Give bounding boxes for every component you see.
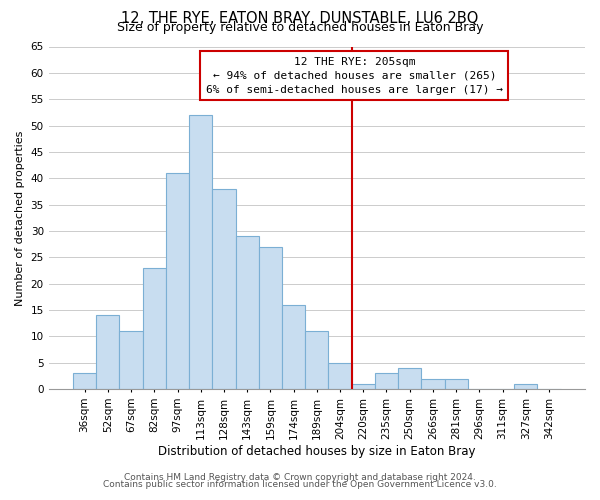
- Bar: [212, 189, 236, 389]
- Bar: [398, 368, 421, 389]
- Bar: [328, 363, 352, 389]
- Bar: [96, 316, 119, 389]
- Text: Size of property relative to detached houses in Eaton Bray: Size of property relative to detached ho…: [117, 21, 483, 34]
- Bar: [73, 374, 96, 389]
- Bar: [236, 236, 259, 389]
- Bar: [375, 374, 398, 389]
- Text: 12, THE RYE, EATON BRAY, DUNSTABLE, LU6 2BQ: 12, THE RYE, EATON BRAY, DUNSTABLE, LU6 …: [121, 11, 479, 26]
- Text: Contains HM Land Registry data © Crown copyright and database right 2024.: Contains HM Land Registry data © Crown c…: [124, 473, 476, 482]
- Bar: [445, 378, 468, 389]
- Bar: [352, 384, 375, 389]
- Bar: [166, 173, 189, 389]
- Bar: [259, 247, 282, 389]
- X-axis label: Distribution of detached houses by size in Eaton Bray: Distribution of detached houses by size …: [158, 444, 476, 458]
- Y-axis label: Number of detached properties: Number of detached properties: [15, 130, 25, 306]
- Bar: [514, 384, 538, 389]
- Bar: [189, 115, 212, 389]
- Bar: [305, 331, 328, 389]
- Text: Contains public sector information licensed under the Open Government Licence v3: Contains public sector information licen…: [103, 480, 497, 489]
- Bar: [119, 331, 143, 389]
- Bar: [421, 378, 445, 389]
- Bar: [143, 268, 166, 389]
- Bar: [282, 305, 305, 389]
- Text: 12 THE RYE: 205sqm
← 94% of detached houses are smaller (265)
6% of semi-detache: 12 THE RYE: 205sqm ← 94% of detached hou…: [206, 57, 503, 95]
